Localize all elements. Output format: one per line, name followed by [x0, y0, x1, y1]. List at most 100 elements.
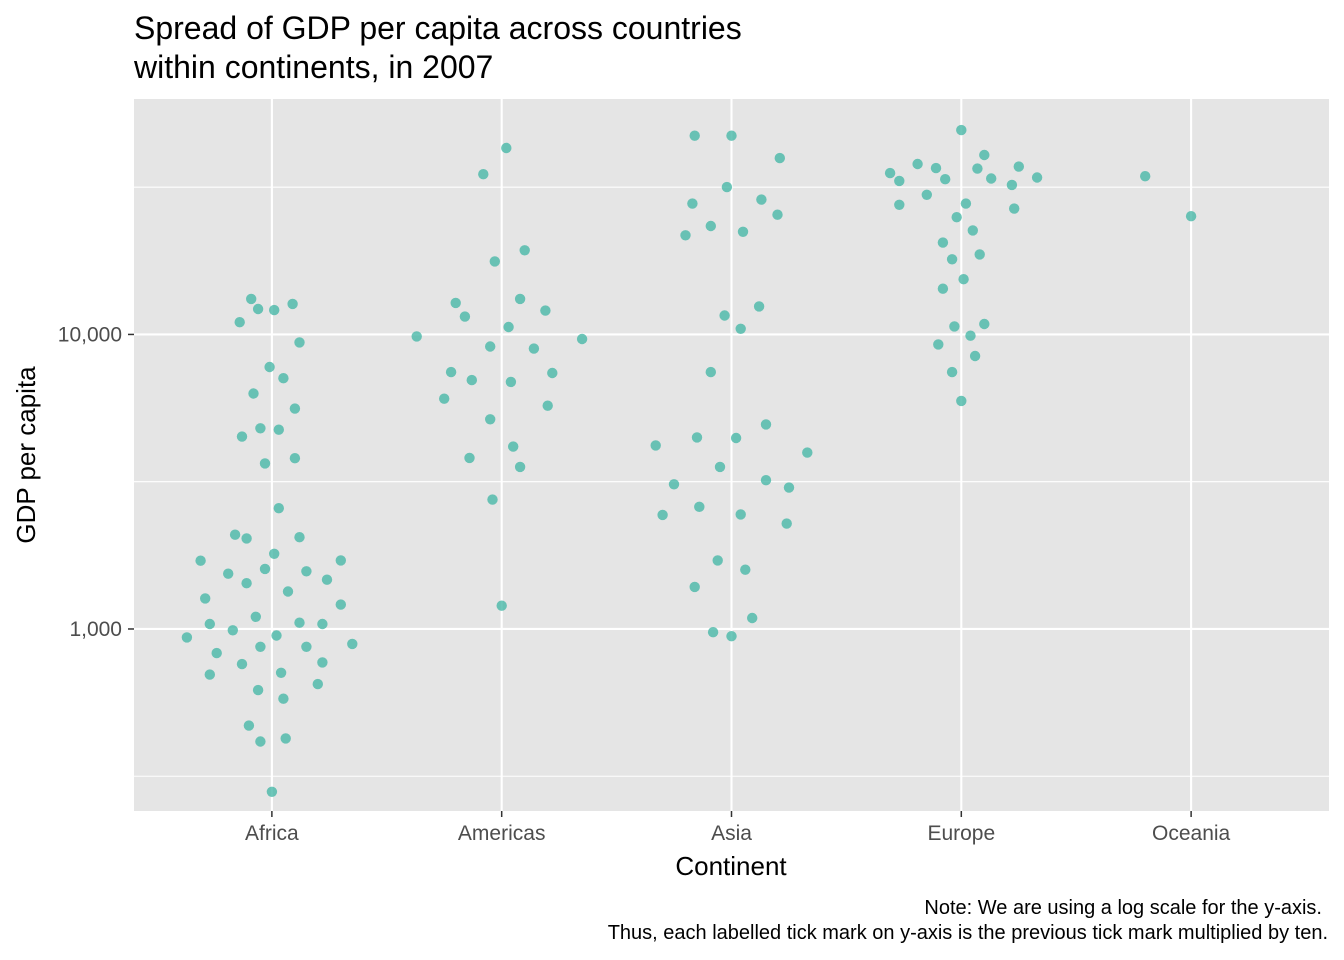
point-africa: [294, 617, 305, 628]
point-africa: [195, 555, 206, 566]
point-asia: [726, 631, 737, 642]
point-americas: [478, 169, 489, 180]
point-americas: [485, 414, 496, 425]
point-americas: [501, 142, 512, 154]
point-asia: [719, 310, 730, 321]
point-africa: [255, 423, 266, 434]
point-europe: [933, 339, 944, 350]
point-africa: [252, 303, 264, 315]
point-africa: [278, 693, 289, 704]
point-africa: [243, 720, 255, 731]
point-americas: [450, 297, 461, 309]
point-europe: [946, 254, 958, 265]
point-europe: [946, 366, 958, 378]
point-americas: [528, 343, 540, 354]
point-africa: [347, 638, 358, 650]
point-asia: [740, 564, 751, 575]
x-tick-label-europe: Europe: [927, 822, 995, 845]
point-europe: [972, 163, 983, 174]
point-asia: [737, 226, 749, 237]
point-africa: [289, 403, 301, 414]
point-africa: [271, 630, 282, 641]
point-americas: [496, 600, 507, 611]
point-europe: [974, 249, 985, 260]
point-europe: [1009, 203, 1020, 214]
point-asia: [735, 323, 746, 334]
point-africa: [255, 736, 266, 747]
point-americas: [519, 245, 530, 256]
point-africa: [248, 388, 259, 399]
point-asia: [650, 440, 661, 451]
point-africa: [259, 458, 271, 469]
point-asia: [735, 509, 746, 520]
y-tick-label: 1,000: [69, 618, 122, 641]
point-americas: [542, 400, 553, 411]
x-tick-label-asia: Asia: [711, 822, 752, 845]
point-asia: [657, 509, 668, 521]
point-africa: [241, 578, 252, 589]
point-americas: [485, 341, 496, 352]
point-europe: [937, 283, 949, 294]
point-asia: [802, 447, 813, 458]
y-axis-ticks: 1,000 10,000: [58, 323, 134, 641]
point-americas: [411, 331, 422, 342]
point-europe: [986, 173, 997, 184]
point-americas: [439, 393, 450, 404]
x-tick-label-oceania: Oceania: [1152, 822, 1231, 845]
point-europe: [894, 199, 905, 210]
point-europe: [937, 237, 949, 248]
point-africa: [241, 533, 252, 544]
chart-title-line2: within continents, in 2007: [133, 49, 493, 85]
point-africa: [181, 632, 193, 643]
point-europe: [979, 318, 990, 330]
point-africa: [301, 641, 312, 652]
point-africa: [312, 678, 323, 690]
point-europe: [967, 225, 978, 236]
point-americas: [514, 461, 526, 473]
point-asia: [680, 230, 691, 241]
point-asia: [783, 482, 795, 493]
point-africa: [317, 657, 328, 668]
point-europe: [956, 395, 967, 407]
point-europe: [921, 189, 932, 200]
point-europe: [1031, 172, 1043, 183]
point-asia: [760, 419, 772, 430]
point-africa: [301, 566, 312, 577]
point-asia: [760, 475, 772, 486]
point-asia: [687, 198, 698, 209]
point-americas: [540, 305, 551, 316]
point-africa: [252, 684, 264, 696]
y-tick-label: 10,000: [58, 323, 122, 346]
point-americas: [464, 452, 475, 464]
point-africa: [321, 574, 333, 585]
point-africa: [289, 453, 301, 464]
point-africa: [246, 293, 257, 305]
point-africa: [269, 304, 280, 316]
point-asia: [705, 366, 716, 378]
point-europe: [956, 124, 967, 136]
point-africa: [264, 361, 275, 373]
y-axis-title: GDP per capita: [11, 366, 41, 544]
point-africa: [335, 599, 346, 610]
point-europe: [884, 167, 896, 179]
point-africa: [255, 641, 266, 652]
point-americas: [514, 293, 526, 305]
point-africa: [250, 611, 261, 622]
point-europe: [979, 149, 990, 161]
point-asia: [689, 130, 700, 141]
point-asia: [730, 432, 742, 444]
point-asia: [781, 518, 792, 529]
point-asia: [705, 220, 716, 232]
point-africa: [278, 373, 289, 384]
point-africa: [282, 586, 294, 597]
point-africa: [335, 555, 346, 566]
point-africa: [266, 786, 278, 797]
point-europe: [1006, 179, 1018, 191]
point-asia: [721, 181, 733, 193]
x-axis-ticks: Africa Americas Asia Europe Oceania: [245, 811, 1231, 845]
data-points: [181, 124, 1197, 797]
point-americas: [503, 321, 514, 333]
point-africa: [294, 532, 305, 543]
point-asia: [712, 555, 723, 566]
